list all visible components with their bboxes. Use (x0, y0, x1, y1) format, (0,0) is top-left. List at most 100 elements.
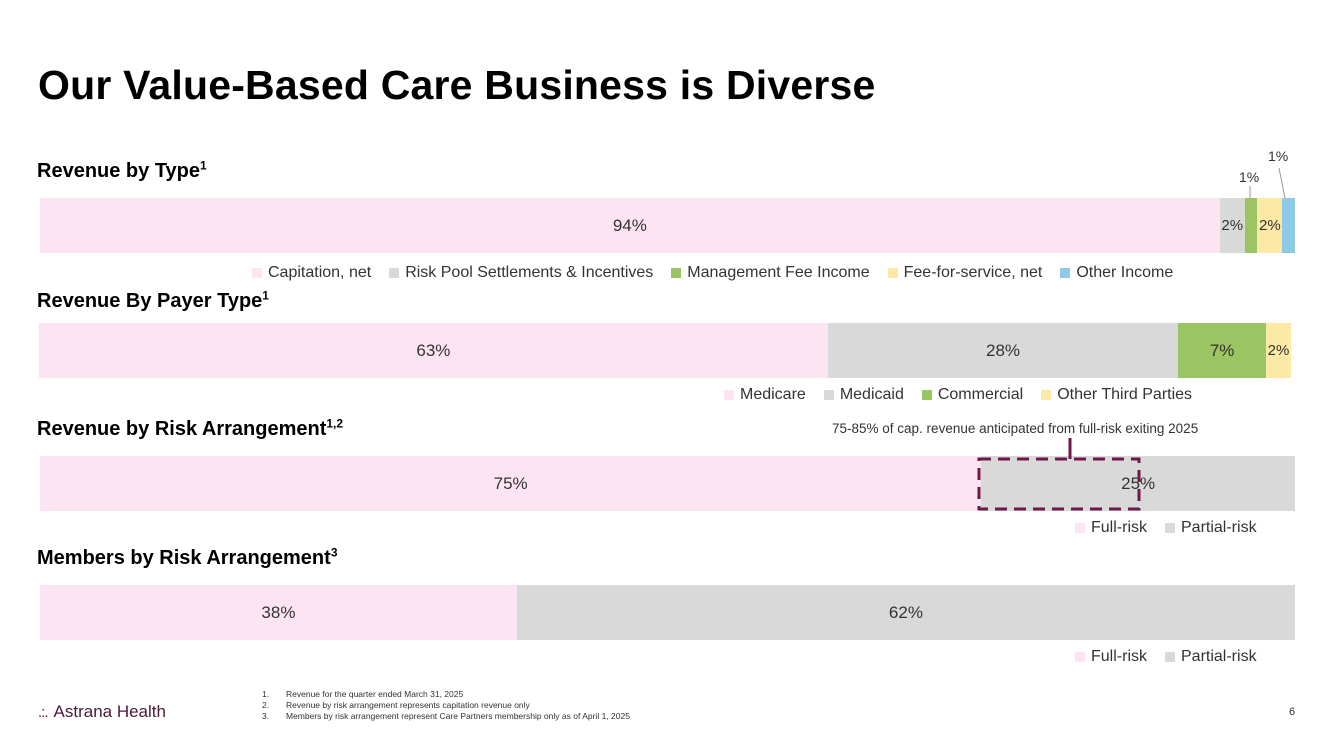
bar-segment-partial-risk: 62% (516, 585, 1295, 640)
bar-segment-commercial: 7% (1178, 323, 1266, 378)
legend-swatch (1165, 523, 1175, 533)
footnotes: 1. Revenue for the quarter ended March 31… (262, 689, 630, 722)
chart-title-sup: 1 (262, 288, 269, 303)
bar-segment-risk-pool-settlements-incentives: 2% (1219, 198, 1245, 253)
footnote-text: Members by risk arrangement represent Ca… (286, 711, 630, 721)
legend-swatch (921, 390, 932, 400)
dashed-range-rect (977, 457, 1141, 511)
chart-title-revenue-by-type: Revenue by Type1 (37, 158, 207, 183)
footnote-item: 1. Revenue for the quarter ended March 31… (262, 689, 630, 700)
chart-title-revenue-by-risk: Revenue by Risk Arrangement1,2 (37, 416, 344, 441)
callout-leader-lines (1249, 167, 1286, 199)
footnote-number: 2. (262, 700, 270, 710)
bar-segment-full-risk: 38% (40, 585, 517, 640)
chart-title-text: Revenue by Type (37, 160, 201, 182)
legend-label: Full-risk (1091, 648, 1147, 665)
callout-annotation-text: 75-85% of cap. revenue anticipated from … (832, 421, 1199, 436)
data-label: 7% (1209, 340, 1235, 360)
bar-chart-revenue-by-risk: 75% 25% (40, 456, 1295, 511)
chart-title-members-by-risk: Members by Risk Arrangement3 (37, 545, 338, 570)
callout-label-other-income: 1% (1268, 148, 1289, 164)
bar-segment-medicare: 63% (39, 323, 828, 378)
legend-label: Fee-for-service, net (903, 264, 1043, 281)
legend-label: Risk Pool Settlements & Incentives (405, 264, 654, 281)
bar-chart-revenue-by-type: 94% 2% 2% (40, 198, 1295, 253)
data-label: 38% (261, 602, 296, 622)
page-title: Our Value-Based Care Business is Diverse (38, 62, 876, 108)
legend-label: Management Fee Income (687, 264, 870, 281)
legend-swatch (1060, 268, 1071, 278)
legend-swatch (1165, 652, 1175, 662)
chart-title-text: Revenue By Payer Type (37, 290, 263, 312)
legend-label: Medicaid (839, 386, 904, 403)
legend-item: Medicare (724, 386, 806, 404)
chart-title-text: Revenue by Risk Arrangement (37, 418, 327, 440)
bar-chart-revenue-by-payer: 63% 28% 7% 2% (39, 323, 1291, 378)
legend-swatch (1075, 523, 1085, 533)
legend-swatch (671, 268, 682, 278)
legend-revenue-by-payer: Medicare Medicaid Commercial Other Third Pa… (724, 386, 1192, 404)
chart-title-text: Members by Risk Arrangement (37, 547, 331, 569)
footnote-item: 3. Members by risk arrangement represent … (262, 711, 630, 722)
data-label: 2% (1259, 217, 1281, 234)
legend-label: Other Income (1076, 264, 1174, 281)
bar-segment-other-income (1282, 198, 1295, 253)
legend-swatch (887, 268, 898, 278)
legend-swatch (389, 268, 400, 278)
footnote-item: 2. Revenue by risk arrangement represents… (262, 700, 630, 711)
chart-title-sup: 1 (200, 158, 207, 173)
leader-line-other-income (1278, 167, 1286, 199)
callout-label-management-fee: 1% (1239, 169, 1260, 185)
bar-segment-partial-risk: 25% (981, 456, 1295, 511)
bar-chart-members-by-risk: 38% 62% (40, 585, 1295, 640)
legend-item: Risk Pool Settlements & Incentives (389, 264, 653, 282)
legend-label: Capitation, net (268, 264, 372, 281)
legend-label: Medicare (740, 386, 806, 403)
legend-item: Capitation, net (252, 264, 371, 282)
legend-swatch (724, 390, 734, 400)
footnote-number: 3. (262, 711, 270, 721)
data-label: 94% (612, 215, 647, 235)
legend-item: Management Fee Income (671, 264, 870, 282)
legend-item: Full-risk (1075, 519, 1147, 537)
data-label: 75% (493, 473, 528, 493)
bar-segment-medicaid: 28% (827, 323, 1179, 378)
data-label: 2% (1221, 217, 1244, 234)
legend-members-by-risk: Full-risk Partial-risk (1075, 648, 1257, 666)
page-number: 6 (1289, 706, 1296, 718)
legend-item: Other Income (1060, 264, 1173, 282)
legend-revenue-by-type: Capitation, net Risk Pool Settlements & I… (252, 264, 1173, 282)
legend-label: Full-risk (1091, 519, 1147, 536)
chart-title-sup: 1,2 (326, 416, 344, 431)
data-label: 62% (888, 602, 923, 622)
bar-segment-fee-for-service-net: 2% (1257, 198, 1283, 253)
footnote-text: Revenue by risk arrangement represents c… (286, 700, 530, 710)
legend-item: Other Third Parties (1041, 386, 1192, 404)
logo-text: Astrana Health (53, 702, 166, 721)
chart-title-sup: 3 (330, 545, 338, 560)
legend-item: Fee-for-service, net (887, 264, 1043, 282)
footnote-number: 1. (262, 689, 270, 699)
logo-mark-icon: .:. (38, 703, 48, 721)
bar-segment-full-risk: 75% (40, 456, 982, 511)
company-logo: .:. Astrana Health (38, 702, 166, 722)
legend-item: Partial-risk (1165, 648, 1257, 666)
legend-swatch (1041, 390, 1052, 400)
legend-item: Full-risk (1075, 648, 1147, 666)
legend-swatch (252, 268, 262, 278)
legend-label: Commercial (937, 386, 1024, 403)
bar-segment-other-third-parties: 2% (1265, 323, 1291, 378)
bar-segment-capitation-net: 94% (40, 198, 1220, 253)
legend-swatch (823, 390, 834, 400)
legend-label: Other Third Parties (1057, 386, 1193, 403)
legend-revenue-by-risk: Full-risk Partial-risk (1075, 519, 1257, 537)
legend-item: Medicaid (823, 386, 904, 404)
legend-item: Partial-risk (1165, 519, 1257, 537)
legend-item: Commercial (921, 386, 1024, 404)
legend-swatch (1075, 652, 1085, 662)
bar-segment-management-fee-income (1244, 198, 1258, 253)
data-label: 28% (986, 340, 1021, 360)
legend-label: Partial-risk (1181, 519, 1257, 536)
callout-dashed-box (977, 438, 1141, 511)
data-label: 2% (1267, 342, 1290, 359)
